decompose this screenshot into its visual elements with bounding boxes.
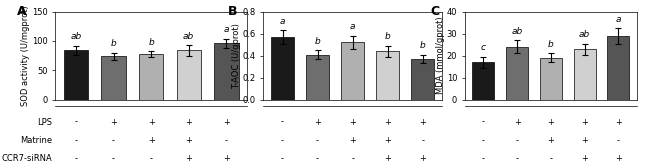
Text: +: + <box>185 136 192 145</box>
Text: +: + <box>148 136 155 145</box>
Text: +: + <box>185 154 192 163</box>
Bar <box>101 56 125 100</box>
Text: ab: ab <box>183 32 194 41</box>
Text: +: + <box>223 154 229 163</box>
Bar <box>608 36 629 100</box>
Text: -: - <box>316 154 319 163</box>
Text: ab: ab <box>70 32 81 41</box>
Text: +: + <box>419 154 426 163</box>
Text: -: - <box>351 154 354 163</box>
Text: ab: ab <box>512 27 523 36</box>
Bar <box>139 54 163 100</box>
Text: b: b <box>385 32 391 41</box>
Bar <box>574 49 595 100</box>
Text: a: a <box>350 22 356 31</box>
Bar <box>411 59 434 100</box>
Text: a: a <box>224 25 229 34</box>
Text: a: a <box>616 15 621 24</box>
Text: +: + <box>384 136 391 145</box>
Text: +: + <box>148 118 155 126</box>
Text: +: + <box>349 118 356 126</box>
Bar <box>341 42 364 100</box>
Text: -: - <box>482 136 485 145</box>
Text: b: b <box>148 38 154 46</box>
Text: C: C <box>430 5 439 18</box>
Text: -: - <box>482 154 485 163</box>
Text: +: + <box>615 154 622 163</box>
Text: -: - <box>515 154 519 163</box>
Text: +: + <box>581 118 588 126</box>
Text: -: - <box>617 136 620 145</box>
Text: +: + <box>547 118 554 126</box>
Bar <box>177 50 201 100</box>
Text: -: - <box>281 154 284 163</box>
Text: -: - <box>421 136 424 145</box>
Text: A: A <box>17 5 27 18</box>
Text: +: + <box>547 136 554 145</box>
Text: -: - <box>150 154 153 163</box>
Y-axis label: T-AOC (U/gprot): T-AOC (U/gprot) <box>232 23 241 88</box>
Bar <box>540 58 562 100</box>
Text: a: a <box>280 17 285 26</box>
Text: +: + <box>110 118 117 126</box>
Text: CCR7-siRNA: CCR7-siRNA <box>1 154 52 163</box>
Bar <box>506 47 528 100</box>
Bar <box>271 37 294 100</box>
Text: -: - <box>75 154 77 163</box>
Text: -: - <box>482 118 485 126</box>
Bar <box>306 54 329 100</box>
Bar <box>473 62 494 100</box>
Text: +: + <box>419 118 426 126</box>
Text: -: - <box>75 136 77 145</box>
Text: -: - <box>515 136 519 145</box>
Text: -: - <box>112 136 115 145</box>
Text: c: c <box>481 43 486 52</box>
Y-axis label: SOD activity (U/mgprot): SOD activity (U/mgprot) <box>21 5 31 106</box>
Bar <box>214 43 239 100</box>
Text: +: + <box>223 118 229 126</box>
Bar <box>64 50 88 100</box>
Text: +: + <box>581 154 588 163</box>
Text: -: - <box>75 118 77 126</box>
Text: B: B <box>227 5 237 18</box>
Text: Matrine: Matrine <box>20 136 52 145</box>
Text: +: + <box>514 118 521 126</box>
Text: -: - <box>549 154 552 163</box>
Text: +: + <box>615 118 622 126</box>
Text: -: - <box>281 136 284 145</box>
Text: +: + <box>185 118 192 126</box>
Text: +: + <box>384 118 391 126</box>
Text: -: - <box>281 118 284 126</box>
Y-axis label: MDA (mmol/gprot): MDA (mmol/gprot) <box>436 17 445 94</box>
Text: -: - <box>225 136 227 145</box>
Text: -: - <box>316 136 319 145</box>
Text: +: + <box>581 136 588 145</box>
Text: -: - <box>112 154 115 163</box>
Text: ab: ab <box>579 30 590 39</box>
Text: +: + <box>314 118 321 126</box>
Text: LPS: LPS <box>37 118 52 126</box>
Text: b: b <box>548 40 554 49</box>
Text: +: + <box>384 154 391 163</box>
Text: +: + <box>349 136 356 145</box>
Text: b: b <box>315 37 320 46</box>
Bar <box>376 51 399 100</box>
Text: b: b <box>420 41 426 50</box>
Text: b: b <box>111 39 116 48</box>
